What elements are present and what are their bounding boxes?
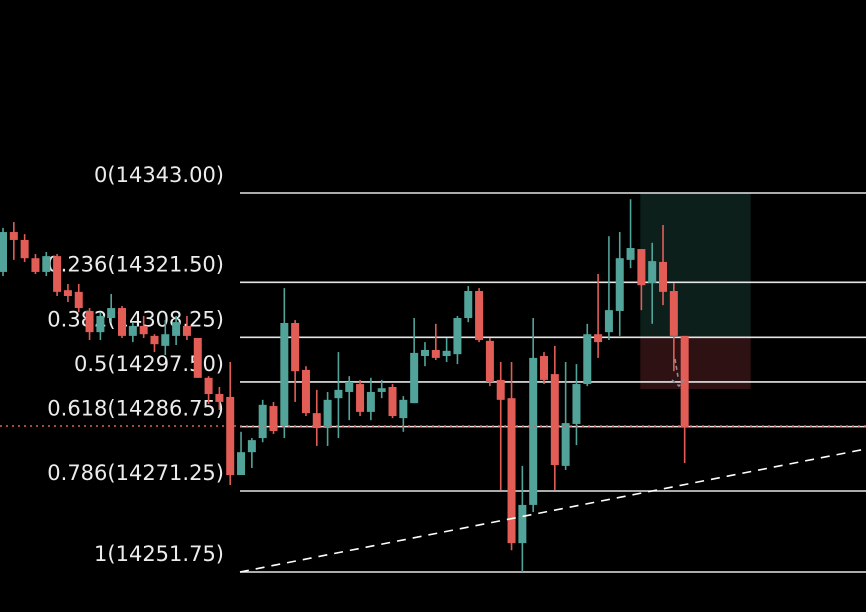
candle-down xyxy=(85,310,94,333)
candle-down xyxy=(139,325,148,335)
candle-down xyxy=(301,369,310,414)
candle-up xyxy=(0,232,7,272)
candle-up xyxy=(518,504,527,544)
candle-up xyxy=(615,258,624,311)
candle-up xyxy=(247,440,256,453)
candle-up xyxy=(42,256,51,272)
candle-down xyxy=(20,239,29,259)
candle-up xyxy=(399,399,408,419)
candle-up xyxy=(161,334,170,346)
profit-zone[interactable] xyxy=(640,193,751,338)
candle-down xyxy=(63,290,72,297)
candle-down xyxy=(215,394,224,402)
candle-down xyxy=(226,396,235,476)
fib-label-1: 1(14251.75) xyxy=(94,542,224,566)
candle-down xyxy=(550,374,559,466)
candle-down xyxy=(193,337,202,378)
candle-down xyxy=(431,349,440,358)
candle-down xyxy=(496,379,505,400)
fib-label-0.618: 0.618(14286.75) xyxy=(47,397,224,421)
candle-up xyxy=(420,349,429,357)
candle-up xyxy=(172,322,181,336)
candle-down xyxy=(594,334,603,343)
candle-up xyxy=(604,310,613,333)
candle-up xyxy=(572,384,581,424)
candle-up xyxy=(237,452,246,476)
candle-down xyxy=(31,258,40,272)
candles xyxy=(0,199,689,572)
candle-up xyxy=(258,404,267,439)
candle-up xyxy=(280,323,289,427)
overlays xyxy=(0,358,866,573)
loss-zone[interactable] xyxy=(640,337,751,390)
candle-up xyxy=(529,357,538,505)
position-zones xyxy=(640,193,751,390)
fib-label-0.236: 0.236(14321.50) xyxy=(47,252,224,276)
candle-down xyxy=(669,291,678,336)
arrow-down-icon xyxy=(671,358,687,388)
candle-up xyxy=(442,350,451,357)
candle-up xyxy=(410,352,419,404)
candle-down xyxy=(182,325,191,336)
candle-up xyxy=(96,315,105,333)
candle-up xyxy=(561,423,570,466)
candle-down xyxy=(507,398,516,544)
candle-down xyxy=(388,386,397,417)
candle-down xyxy=(204,377,213,395)
candle-up xyxy=(334,389,343,399)
candle-down xyxy=(475,291,484,341)
candle-down xyxy=(540,356,548,380)
trendline[interactable] xyxy=(239,448,866,573)
candle-up xyxy=(377,388,386,392)
candle-up xyxy=(464,291,473,319)
candle-up xyxy=(626,248,635,260)
candle-up xyxy=(453,318,462,355)
candle-up xyxy=(323,399,332,429)
candle-down xyxy=(680,335,689,428)
candle-up xyxy=(128,325,137,336)
fib-label-0: 0(14343.00) xyxy=(94,163,224,187)
fib-label-0.786: 0.786(14271.25) xyxy=(47,461,224,485)
candle-down xyxy=(356,384,365,412)
candle-down xyxy=(150,335,159,345)
candle-down xyxy=(637,249,646,286)
candle-down xyxy=(269,406,278,431)
candle-up xyxy=(345,381,354,392)
candle-down xyxy=(485,340,494,382)
candle-up xyxy=(366,391,375,412)
candle-down xyxy=(74,291,83,309)
candle-down xyxy=(312,413,321,429)
candle-down xyxy=(53,256,62,292)
candle-down xyxy=(659,261,668,292)
candle-up xyxy=(583,334,592,385)
candle-up xyxy=(107,308,116,319)
candle-down xyxy=(118,308,127,336)
candle-up xyxy=(648,261,657,284)
candle-down xyxy=(9,232,18,240)
candle-down xyxy=(291,323,300,372)
